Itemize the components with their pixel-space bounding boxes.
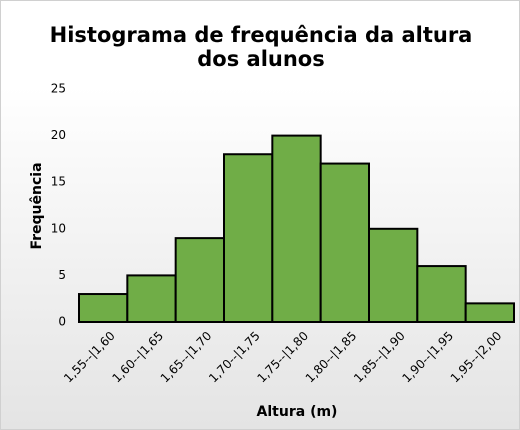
x-tick-label: 1,85--|1,90 — [351, 329, 408, 386]
x-tick-label: 1,95--|2,00 — [448, 329, 505, 386]
bar — [78, 293, 129, 324]
bar — [368, 227, 419, 323]
x-axis-label: Altura (m) — [257, 404, 338, 420]
bar — [416, 265, 467, 323]
x-tick-label: 1,70--|1,75 — [206, 329, 263, 386]
y-axis-label: Frequência — [29, 162, 45, 249]
x-tick-label: 1,80--|1,85 — [303, 329, 360, 386]
bar — [174, 237, 226, 323]
x-tick-label: 1,90--|1,95 — [399, 329, 456, 386]
y-tick-label: 5 — [58, 268, 66, 282]
x-tick-label: 1,65--|1,70 — [158, 329, 215, 386]
y-tick-label: 10 — [51, 221, 66, 235]
chart-title: Histograma de frequência da altura dos a… — [49, 23, 473, 71]
y-tick-label: 20 — [51, 128, 66, 142]
y-tick-label: 15 — [51, 175, 66, 189]
x-tick-label: 1,55--|1,60 — [61, 329, 118, 386]
y-tick-label: 0 — [58, 315, 66, 329]
bar — [126, 274, 177, 323]
x-tick-label: 1,75--|1,80 — [254, 329, 311, 386]
bar — [464, 302, 515, 323]
bar — [319, 162, 370, 323]
bar — [223, 153, 274, 323]
y-tick-label: 25 — [51, 82, 66, 96]
bar — [271, 134, 322, 323]
x-tick-label: 1,60--|1,65 — [109, 329, 166, 386]
